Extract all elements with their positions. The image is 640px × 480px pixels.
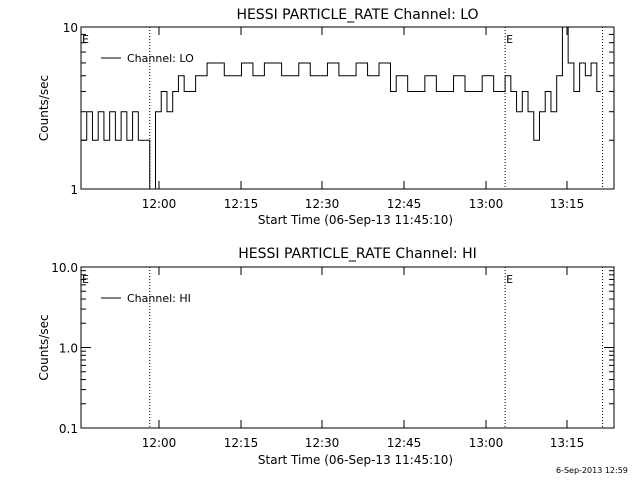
panel1-y-tick-label: 1 — [70, 183, 78, 197]
panel2-y-axis-label: Counts/sec — [37, 314, 51, 380]
panel2-x-tick-label: 12:15 — [224, 436, 259, 450]
panel1-legend-label: Channel: LO — [127, 52, 194, 65]
panel2-y-tick-label: 1.0 — [59, 342, 78, 356]
panel1-x-tick-label: 12:45 — [387, 197, 422, 211]
panel1-title: HESSI PARTICLE_RATE Channel: LO — [236, 7, 478, 23]
panel1-x-axis-label: Start Time (06-Sep-13 11:45:10) — [258, 213, 453, 227]
panel1-x-tick-label: 12:30 — [305, 197, 340, 211]
panel2-x-tick-label: 13:00 — [469, 436, 504, 450]
panel2-event-label: E — [82, 273, 89, 286]
panel1-x-tick-label: 12:00 — [142, 197, 177, 211]
panel2-y-tick-label: 10.0 — [51, 261, 78, 275]
panel2-x-axis-label: Start Time (06-Sep-13 11:45:10) — [258, 453, 453, 467]
panel2-event-label: E — [506, 273, 513, 286]
panel2-x-tick-label: 12:00 — [142, 436, 177, 450]
panel2-x-tick-label: 12:45 — [387, 436, 422, 450]
panel1-x-tick-label: 13:15 — [550, 197, 585, 211]
panel1-y-axis-label: Counts/sec — [37, 75, 51, 141]
panel2-x-tick-label: 12:30 — [305, 436, 340, 450]
panel2-y-tick-label: 0.1 — [59, 422, 78, 436]
panel1-x-tick-label: 12:15 — [224, 197, 259, 211]
footer-timestamp: 6-Sep-2013 12:59 — [556, 466, 628, 475]
panel2-title: HESSI PARTICLE_RATE Channel: HI — [238, 246, 476, 262]
panel1-x-tick-label: 13:00 — [469, 197, 504, 211]
panel1-series-line — [81, 26, 601, 190]
panel2-legend-label: Channel: HI — [127, 292, 191, 305]
panel1-plot-frame — [80, 26, 615, 190]
panel2-x-tick-label: 13:15 — [550, 436, 585, 450]
panel1-event-label: E — [506, 33, 513, 46]
panel1-event-label: E — [82, 33, 89, 46]
panel1-y-tick-label: 10 — [63, 21, 78, 35]
